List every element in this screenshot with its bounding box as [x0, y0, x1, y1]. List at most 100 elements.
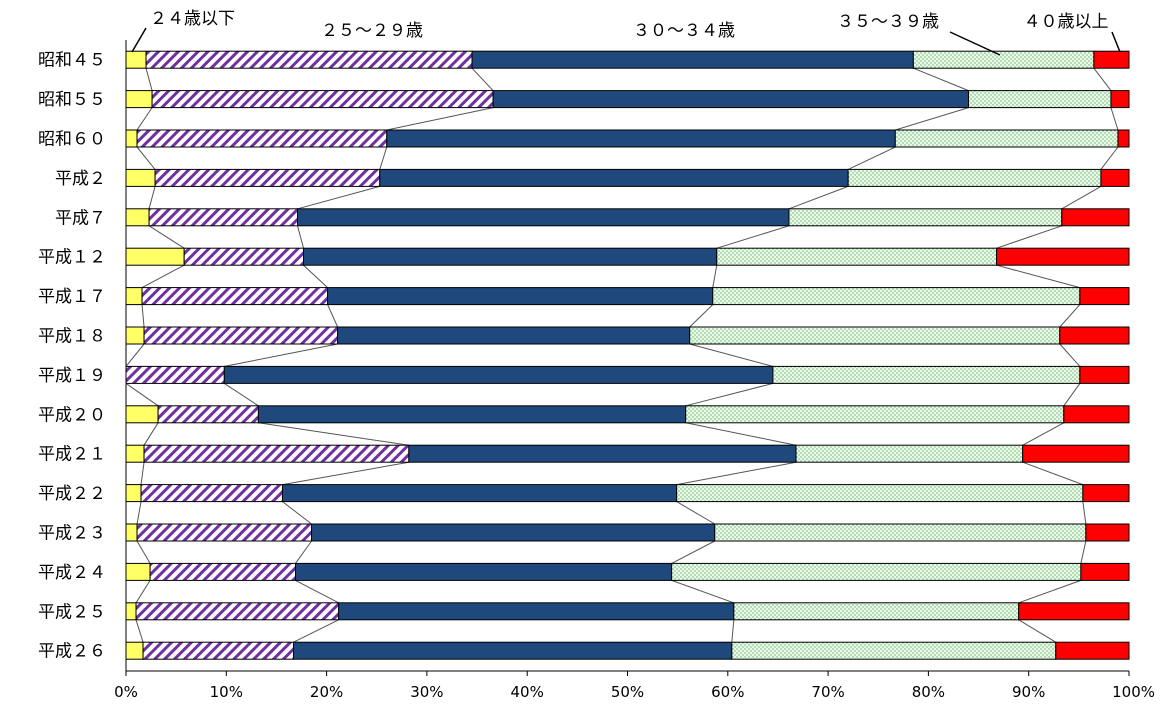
bar-segment — [303, 247, 718, 266]
category-label: 平成１９ — [38, 366, 106, 386]
series-connector-line — [895, 107, 969, 131]
series-connector-line — [148, 225, 185, 249]
bar-segment — [996, 247, 1130, 266]
legend-leader-line — [131, 27, 147, 53]
bar-segment — [136, 129, 388, 148]
bar-segment — [125, 168, 156, 187]
series-connector-line — [295, 540, 312, 564]
series-connector-line — [847, 146, 896, 170]
bar-segment — [183, 247, 305, 266]
bar-segment — [912, 50, 1095, 69]
bar-segment — [140, 484, 283, 503]
series-connector-line — [224, 343, 338, 367]
bar-segment — [731, 641, 1057, 660]
bar-segment — [386, 129, 896, 148]
bar-segment — [1082, 484, 1130, 503]
bar-segment — [968, 90, 1112, 109]
series-connector-line — [293, 619, 339, 643]
series-connector-line — [125, 382, 159, 407]
bar-segment — [712, 287, 1081, 306]
series-connector-line — [125, 343, 145, 367]
series-connector-line — [282, 501, 312, 525]
series-connector-line — [143, 422, 159, 446]
series-connector-line — [712, 265, 718, 288]
bar-segment — [772, 365, 1081, 384]
category-label: 平成１２ — [38, 248, 106, 268]
bar-segment — [143, 326, 339, 345]
bar-segment — [125, 247, 185, 266]
series-connector-line — [135, 619, 144, 643]
series-connector-line — [136, 540, 151, 564]
series-connector-line — [295, 579, 339, 604]
series-connector-line — [303, 264, 328, 288]
bar-segment — [148, 208, 299, 227]
bar-segment — [125, 602, 137, 621]
bar-segment — [671, 562, 1082, 581]
x-tick-label: 70% — [811, 683, 844, 701]
series-connector-line — [676, 501, 716, 525]
bar-segment — [1079, 365, 1130, 384]
series-connector-line — [1100, 146, 1119, 170]
bar-segment — [1022, 444, 1130, 463]
series-connector-line — [136, 501, 142, 525]
category-label: 平成１８ — [38, 327, 106, 347]
series-connector-line — [1063, 383, 1081, 407]
bar-segment — [1061, 208, 1130, 227]
bar-segment — [1110, 90, 1130, 109]
series-connector-line — [1022, 461, 1084, 486]
series-connector-line — [716, 225, 790, 249]
series-connector-line — [141, 264, 185, 289]
bar-segment — [471, 50, 914, 69]
bar-segment — [125, 208, 150, 227]
series-connector-line — [1018, 619, 1057, 643]
bar-segment — [716, 247, 998, 266]
series-connector-line — [1022, 422, 1065, 446]
series-connector-line — [141, 304, 145, 328]
bar-segment — [125, 523, 138, 542]
category-label: 平成７ — [55, 208, 106, 228]
bar-segment — [338, 602, 735, 621]
category-label: 平成２４ — [38, 563, 106, 583]
series-connector-line — [1110, 107, 1119, 131]
series-connector-line — [471, 67, 494, 91]
series-connector-line — [913, 67, 969, 92]
legend-leader-line — [949, 31, 1001, 56]
bar-segment — [379, 168, 849, 187]
bar-segment — [136, 523, 313, 542]
series-connector-line — [1059, 304, 1081, 328]
series-connector-line — [1082, 501, 1087, 525]
series-connector-line — [996, 264, 1080, 289]
bar-segment — [149, 562, 297, 581]
series-connector-line — [297, 225, 305, 249]
legend-leader-line — [1111, 31, 1121, 53]
bar-segment — [295, 562, 673, 581]
series-connector-line — [258, 422, 409, 446]
bar-segment — [293, 641, 733, 660]
bar-segment — [676, 484, 1084, 503]
x-tick-label: 80% — [912, 683, 945, 701]
bar-segment — [151, 90, 494, 109]
series-connector-line — [135, 580, 151, 604]
x-tick-label: 90% — [1012, 683, 1045, 701]
bar-segment — [733, 602, 1020, 621]
bar-segment — [223, 365, 774, 384]
bar-segment — [685, 405, 1065, 424]
legend-label: ３０～３４歳 — [633, 21, 735, 41]
series-connector-line — [685, 382, 774, 407]
bar-segment — [125, 90, 153, 109]
category-label: 昭和６０ — [38, 130, 106, 150]
legend-label: ２５～２９歳 — [321, 21, 423, 41]
bar-segment — [154, 168, 381, 187]
category-label: 昭和４５ — [38, 51, 106, 71]
series-connector-line — [788, 185, 849, 210]
bar-segment — [1063, 405, 1130, 424]
bar-segment — [125, 562, 151, 581]
legend-label: ３５～３９歳 — [837, 12, 939, 32]
category-label: 平成２０ — [38, 405, 106, 425]
bar-segment — [141, 287, 329, 306]
series-connector-line — [148, 186, 156, 209]
bar-segment — [145, 50, 473, 69]
series-connector-line — [689, 343, 774, 367]
series-connector-line — [386, 107, 494, 131]
bar-segment — [408, 444, 797, 463]
